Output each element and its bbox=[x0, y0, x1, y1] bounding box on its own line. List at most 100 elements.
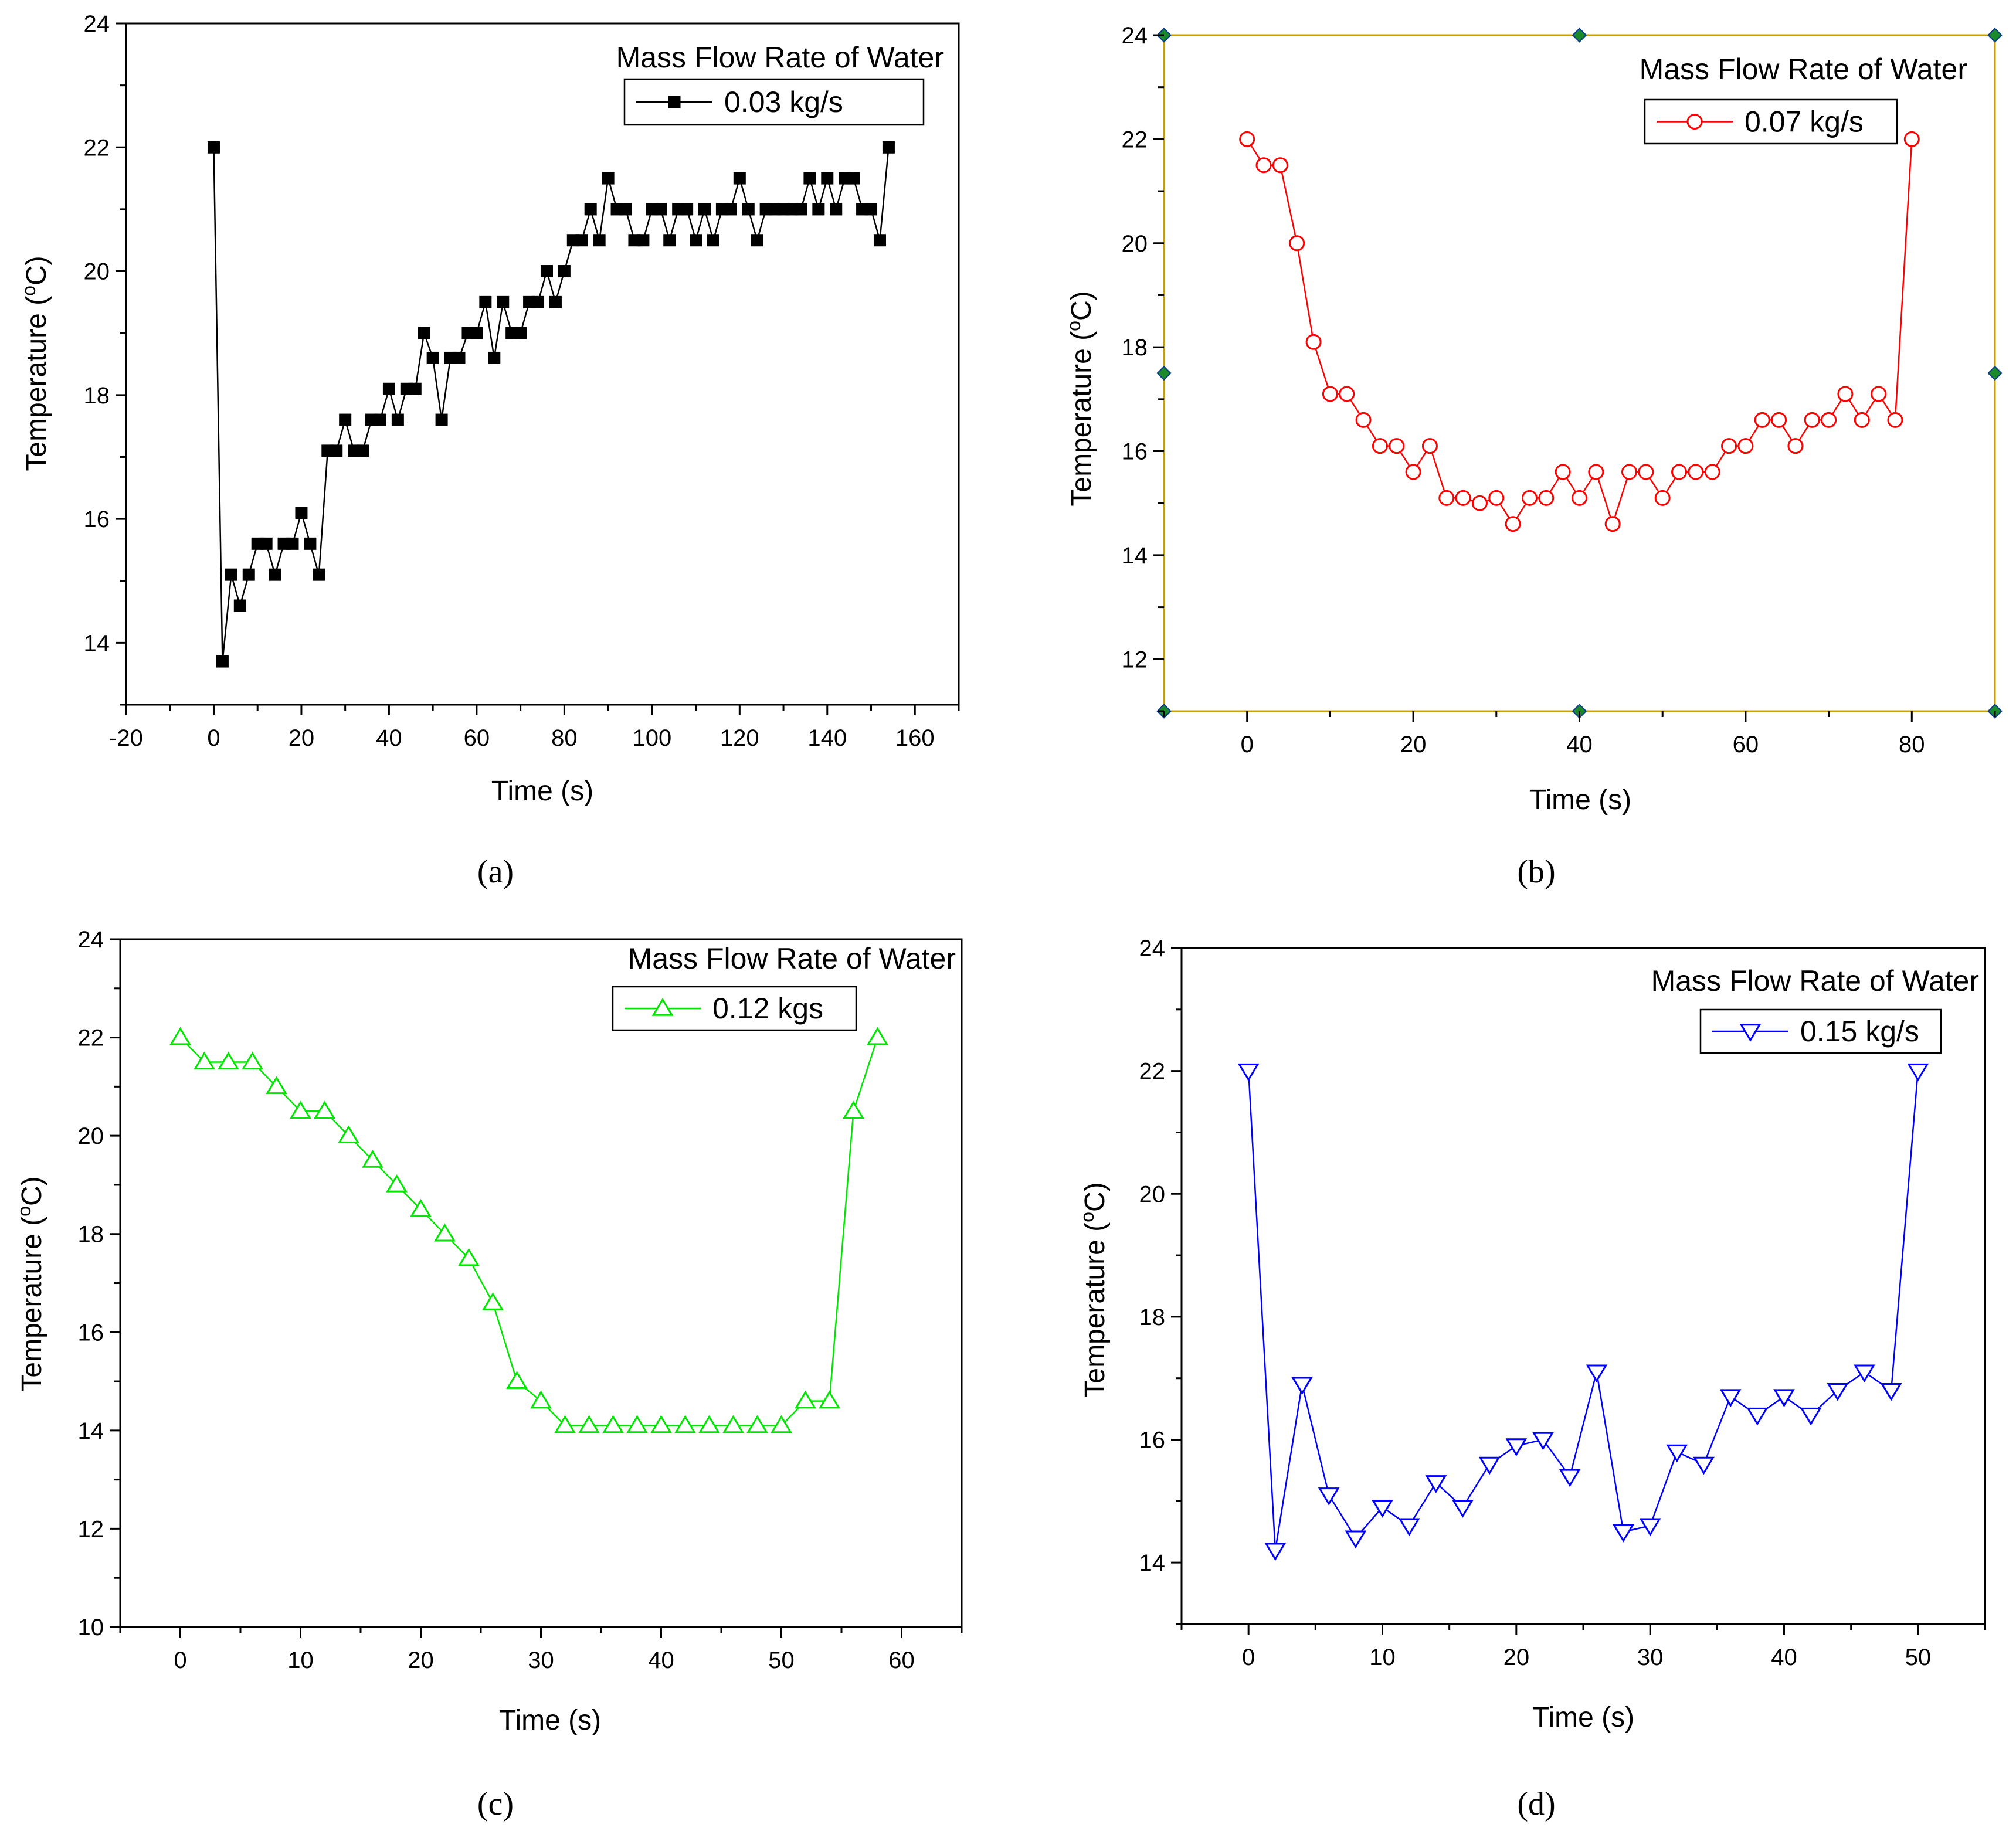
data-point bbox=[575, 234, 588, 247]
data-point bbox=[1559, 1469, 1581, 1487]
y-axis-label-sup: o bbox=[18, 286, 39, 296]
data-point bbox=[795, 203, 807, 216]
y-tick-label: 14 bbox=[84, 630, 110, 656]
x-tick-label: 20 bbox=[1400, 732, 1427, 757]
y-tick-label: 12 bbox=[1122, 647, 1148, 672]
data-point bbox=[266, 1076, 287, 1095]
data-point bbox=[1639, 1518, 1661, 1537]
data-point bbox=[626, 1415, 648, 1433]
data-point bbox=[722, 1415, 744, 1433]
data-point bbox=[391, 413, 404, 426]
y-tick-label: 20 bbox=[1139, 1181, 1166, 1207]
data-point bbox=[1666, 1444, 1688, 1463]
x-tick-label: 40 bbox=[376, 725, 402, 751]
data-point bbox=[882, 141, 895, 154]
data-point bbox=[506, 1371, 528, 1389]
x-tick-label: 60 bbox=[888, 1647, 915, 1673]
chart-panel-a: -20 0 20 40 60 80 100 120 140 160 14 16 18 20 22 24 Time… bbox=[18, 11, 960, 890]
data-point bbox=[1804, 412, 1820, 428]
data-point bbox=[1478, 1456, 1501, 1475]
data-point bbox=[1264, 1543, 1287, 1561]
data-point bbox=[1588, 464, 1604, 480]
selection-handle bbox=[1987, 28, 2003, 43]
x-axis-label: Time (s) bbox=[499, 1705, 601, 1736]
data-point bbox=[1638, 464, 1654, 480]
data-point bbox=[698, 203, 711, 216]
legend-entry: 0.15 kg/s bbox=[1800, 1015, 1919, 1048]
data-point bbox=[242, 568, 255, 581]
y-tick-label: 12 bbox=[78, 1516, 104, 1542]
legend-marker bbox=[1739, 1024, 1762, 1042]
x-tick-label: 100 bbox=[632, 725, 671, 751]
x-tick-label: 10 bbox=[1369, 1645, 1396, 1670]
data-point bbox=[1505, 1438, 1528, 1456]
legend-entry: 0.12 kgs bbox=[712, 992, 823, 1025]
y-tick-label: 18 bbox=[1139, 1305, 1166, 1330]
legend-title: Mass Flow Rate of Water bbox=[1651, 964, 1979, 997]
y-axis-label-sup: o bbox=[1077, 1212, 1098, 1222]
plot-frame bbox=[119, 938, 963, 1628]
data-point bbox=[1773, 1389, 1795, 1408]
data-point bbox=[207, 141, 220, 154]
data-point bbox=[663, 234, 676, 247]
data-point bbox=[803, 172, 816, 185]
data-point bbox=[216, 655, 229, 668]
data-point bbox=[1505, 516, 1521, 532]
data-point bbox=[1532, 1432, 1554, 1450]
data-point bbox=[795, 1390, 816, 1409]
data-point bbox=[1318, 1487, 1340, 1506]
data-point bbox=[847, 172, 860, 185]
data-point bbox=[1421, 438, 1438, 454]
x-tick-label: 140 bbox=[807, 725, 847, 751]
selection-handle bbox=[1987, 365, 2003, 381]
data-point bbox=[1787, 438, 1804, 454]
data-point bbox=[1887, 412, 1903, 428]
data-point bbox=[426, 351, 439, 364]
data-point bbox=[867, 1027, 888, 1045]
x-tick-label: 40 bbox=[1771, 1645, 1797, 1670]
data-point bbox=[819, 1390, 840, 1409]
data-point bbox=[549, 295, 562, 308]
x-tick-label: 50 bbox=[768, 1647, 795, 1673]
data-point bbox=[1239, 131, 1255, 147]
data-point bbox=[1854, 412, 1870, 428]
data-point bbox=[1405, 464, 1421, 480]
x-tick-label: 80 bbox=[1899, 732, 1925, 757]
data-point bbox=[218, 1051, 239, 1070]
data-point bbox=[1721, 438, 1737, 454]
y-tick-label: 24 bbox=[78, 927, 104, 953]
data-point bbox=[1291, 1377, 1313, 1395]
data-point bbox=[1272, 157, 1288, 174]
data-point bbox=[742, 203, 755, 216]
data-point bbox=[1704, 464, 1720, 480]
legend-entry: 0.07 kg/s bbox=[1745, 106, 1864, 138]
x-tick-label: 30 bbox=[1637, 1645, 1664, 1670]
data-point bbox=[1907, 1063, 1929, 1082]
data-point bbox=[602, 172, 615, 185]
data-point bbox=[304, 537, 317, 550]
data-point bbox=[554, 1415, 576, 1433]
x-tick-label: 20 bbox=[1503, 1645, 1530, 1670]
data-point bbox=[1827, 1382, 1849, 1401]
x-tick-label: 40 bbox=[1566, 732, 1593, 757]
data-point bbox=[1746, 1407, 1769, 1426]
data-point bbox=[362, 1150, 383, 1168]
data-point bbox=[843, 1100, 864, 1119]
y-tick-label: 14 bbox=[1122, 543, 1148, 569]
data-point bbox=[1586, 1364, 1608, 1383]
data-point bbox=[532, 295, 545, 308]
series-line bbox=[179, 1037, 878, 1426]
data-point bbox=[409, 382, 422, 395]
y-tick-label: 22 bbox=[1122, 127, 1148, 152]
data-point bbox=[434, 1223, 456, 1242]
y-axis-label: Temperature (oC) bbox=[13, 1176, 47, 1391]
data-point bbox=[1389, 438, 1405, 454]
data-point bbox=[410, 1198, 432, 1217]
data-point bbox=[1837, 386, 1854, 402]
data-point bbox=[1621, 464, 1638, 480]
data-point bbox=[593, 234, 606, 247]
y-axis-label-post: C) bbox=[1080, 1182, 1111, 1212]
data-point bbox=[674, 1415, 696, 1433]
x-tick-label: 60 bbox=[1733, 732, 1759, 757]
